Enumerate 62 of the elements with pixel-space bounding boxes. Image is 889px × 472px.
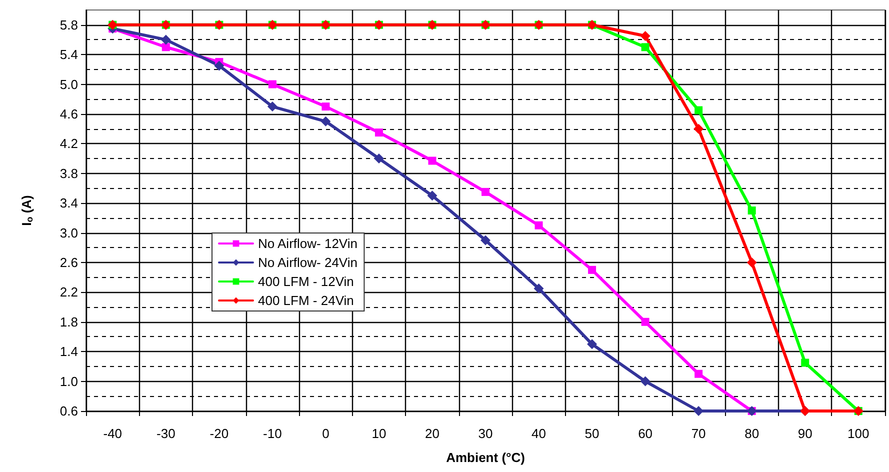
point — [480, 235, 490, 246]
point — [801, 358, 810, 367]
x-tick-label: 40 — [532, 426, 546, 441]
x-tick-label: 0 — [322, 426, 330, 441]
y-tick-label: 3.8 — [60, 166, 78, 181]
x-tick-label: 70 — [691, 426, 706, 441]
point — [482, 188, 490, 196]
point — [641, 43, 650, 52]
legend-label: No Airflow- 24Vin — [258, 255, 358, 270]
point — [748, 206, 756, 214]
point — [322, 102, 330, 111]
point — [427, 190, 438, 201]
legend-label: 400 LFM - 24Vin — [258, 293, 354, 308]
x-tick-label: 60 — [638, 426, 653, 441]
point — [374, 154, 384, 164]
point — [641, 318, 650, 326]
x-tick-label: 100 — [848, 426, 870, 441]
x-tick-label: 30 — [478, 426, 493, 441]
point — [534, 283, 544, 294]
y-tick-label: 5.8 — [60, 17, 78, 32]
y-tick-label: 2.6 — [60, 254, 78, 270]
y-tick-label: 5.0 — [60, 76, 78, 92]
x-tick-label: 80 — [744, 426, 760, 441]
x-tick-label: -30 — [156, 426, 176, 441]
point — [214, 60, 224, 71]
point — [588, 266, 596, 274]
y-axis-title: Io (A) — [19, 195, 34, 226]
x-axis-title: Ambient (°C) — [446, 450, 525, 465]
point — [640, 376, 650, 386]
y-tick-label: 3.0 — [60, 225, 78, 240]
point — [640, 30, 650, 41]
x-tick-label: 50 — [584, 426, 600, 441]
x-tick-label: -40 — [103, 426, 122, 441]
point — [428, 156, 436, 165]
point — [694, 124, 704, 134]
point — [268, 80, 276, 88]
legend-label: No Airflow- 12Vin — [258, 236, 358, 251]
y-tick-label: 4.2 — [60, 136, 78, 152]
y-tick-label: 0.6 — [60, 404, 78, 418]
x-tick-label: -10 — [263, 426, 282, 441]
point — [694, 370, 703, 378]
point — [320, 116, 331, 126]
y-tick-label: 3.4 — [60, 196, 78, 211]
legend-label: 400 LFM - 12Vin — [258, 274, 354, 289]
x-tick-label: 20 — [425, 426, 440, 441]
y-tick-label: 1.0 — [60, 374, 78, 389]
y-tick-label: 1.4 — [60, 344, 78, 360]
y-tick-label: 5.4 — [60, 47, 78, 62]
x-tick-label: 10 — [372, 426, 386, 441]
point — [694, 106, 703, 114]
point — [162, 43, 170, 52]
y-tick-label: 1.8 — [60, 314, 78, 330]
y-tick-label: 2.2 — [60, 284, 78, 300]
point — [746, 257, 757, 268]
point — [534, 221, 543, 230]
point — [374, 128, 383, 137]
point — [267, 102, 278, 112]
y-tick-label: 4.6 — [60, 106, 78, 122]
point — [160, 34, 171, 45]
point — [587, 339, 598, 350]
x-tick-label: 90 — [798, 426, 812, 441]
x-tick-label: -20 — [210, 426, 229, 441]
